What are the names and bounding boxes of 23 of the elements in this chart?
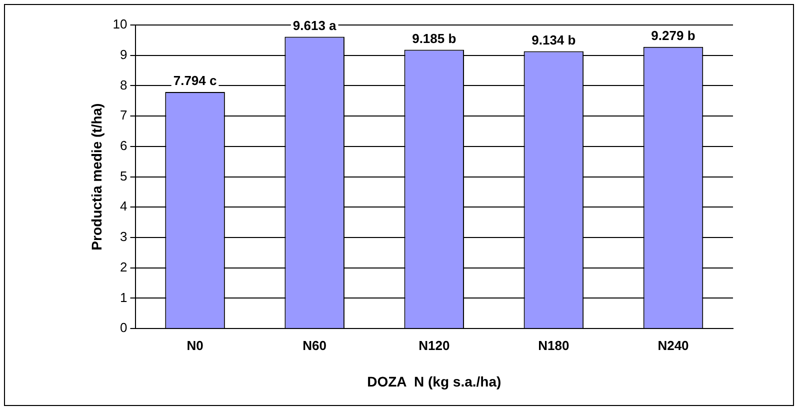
x-tick-label: N60 <box>302 338 327 353</box>
data-label: 7.794 c <box>173 73 217 88</box>
data-label: 9.279 b <box>651 28 696 43</box>
y-tick-label: 9 <box>120 46 128 62</box>
x-tick-label: N240 <box>658 338 689 353</box>
y-axis-title: Productia medie (t/ha) <box>88 103 104 250</box>
y-tick-label: 1 <box>120 290 128 305</box>
y-tick-label: 10 <box>112 16 128 32</box>
y-tick-label: 5 <box>120 168 128 184</box>
y-tick-label: 0 <box>120 320 128 336</box>
data-label: 9.613 a <box>292 18 338 33</box>
y-tick-label: 7 <box>120 108 128 123</box>
x-tick-label: N180 <box>538 338 570 353</box>
x-tick-label: N0 <box>186 338 204 353</box>
data-label: 9.185 b <box>412 30 456 46</box>
y-tick-label: 3 <box>120 229 128 244</box>
x-tick-label: N120 <box>418 338 450 353</box>
y-tick-label: 8 <box>120 77 128 92</box>
y-tick-label: 4 <box>120 198 128 214</box>
data-label: 9.134 b <box>532 32 576 48</box>
x-axis-title: DOZA N (kg s.a./ha) <box>367 373 502 390</box>
y-tick-label: 2 <box>120 259 128 274</box>
y-tick-label: 6 <box>120 138 128 154</box>
